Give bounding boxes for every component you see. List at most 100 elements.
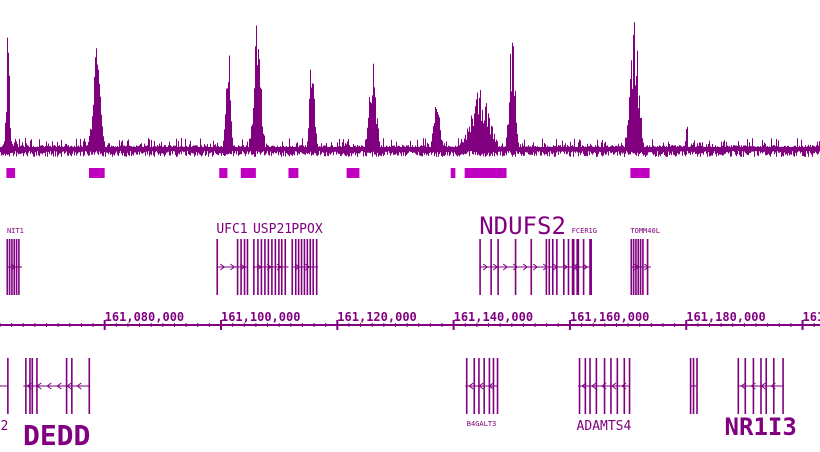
signal-track	[0, 22, 820, 157]
gene-exon	[465, 358, 468, 414]
gene-exon	[88, 358, 91, 414]
gene: NIT1	[6, 227, 24, 295]
strand-arrow-right	[502, 263, 509, 271]
gene: FCER1G	[571, 227, 597, 295]
gene-exon	[473, 358, 476, 414]
strand-arrow-left	[750, 382, 756, 390]
gene-exon	[765, 358, 768, 414]
strand-arrow-right	[512, 263, 519, 271]
gene-label: B4GALT3	[467, 420, 497, 428]
axis-tick-label: 161,160,000	[570, 310, 649, 324]
gene-exon	[257, 239, 259, 295]
gene-exon	[646, 239, 649, 295]
strand-arrow-right	[295, 263, 301, 271]
gene-exon	[696, 358, 698, 414]
strand-arrow-left	[468, 382, 474, 390]
gene-exon	[635, 239, 637, 295]
strand-arrow-left	[591, 382, 597, 390]
genes-minus-strand-track: 2 DEDD B4GALT3 ADAMTS4 NR1I3	[0, 358, 797, 452]
gene-exon	[551, 239, 554, 295]
strand-arrow-left	[621, 382, 627, 390]
called-peak	[464, 168, 507, 178]
strand-arrow-right	[266, 263, 272, 271]
strand-arrow-right	[492, 263, 499, 271]
gene-exon	[18, 239, 20, 295]
gene-exon	[737, 358, 740, 414]
strand-arrow-left	[76, 382, 82, 390]
strand-arrow-right	[532, 263, 539, 271]
gene-exon	[271, 239, 273, 295]
gene-exon	[571, 239, 574, 295]
strand-arrow-right	[644, 263, 650, 271]
gene-exon	[548, 239, 551, 295]
called-peaks-track	[6, 168, 650, 178]
gene-exon	[31, 358, 34, 414]
gene-exon	[692, 358, 695, 414]
gene-label: NIT1	[7, 227, 24, 235]
gene-exon	[639, 239, 642, 295]
gene-label: UFC1	[216, 222, 247, 237]
gene-exon	[630, 239, 633, 295]
gene: TOMM40L	[630, 227, 660, 295]
gene-label: USP21	[253, 222, 292, 237]
gene-exon	[15, 239, 18, 295]
gene-exon	[578, 358, 581, 414]
gene-exon	[29, 358, 31, 414]
gene-exon	[236, 239, 239, 295]
strand-arrow-right	[575, 263, 581, 271]
strand-arrow-right	[522, 263, 529, 271]
strand-arrow-right	[240, 263, 246, 271]
strand-arrow-right	[482, 263, 489, 271]
gene-exon	[306, 239, 309, 295]
gene-exon	[584, 358, 587, 414]
gene-label: ADAMTS4	[577, 419, 632, 434]
gene: ADAMTS4	[577, 358, 632, 434]
gene: DEDD	[23, 358, 90, 452]
gene-exon	[744, 358, 747, 414]
gene-exon	[267, 239, 270, 295]
gene-exon	[576, 239, 579, 295]
gene-exon	[483, 358, 485, 414]
gene: USP21	[252, 222, 292, 295]
gene-exon	[628, 358, 631, 414]
gene-exon	[71, 358, 73, 414]
strand-arrow-left	[66, 382, 72, 390]
gene-label: TOMM40L	[630, 227, 660, 235]
coordinate-axis: 161,080,000 161,100,000 161,120,000 161,140…	[0, 310, 820, 330]
gene-exon	[25, 358, 27, 414]
strand-arrow-right	[10, 263, 16, 271]
axis-tick-label: 161,180,000	[686, 310, 765, 324]
gene-exon	[496, 358, 499, 414]
strand-arrow-right	[276, 263, 282, 271]
called-peak	[219, 168, 228, 178]
gene-exon	[595, 358, 598, 414]
gene-label: NR1I3	[725, 413, 797, 441]
gene-exon	[642, 239, 644, 295]
strand-arrow-left	[611, 382, 617, 390]
strand-arrow-right	[634, 263, 640, 271]
called-peak	[630, 168, 650, 178]
gene-exon	[623, 358, 626, 414]
gene-exon	[291, 239, 294, 295]
gene-label: DEDD	[23, 419, 90, 452]
gene-exon	[253, 239, 255, 295]
strand-arrow-right	[552, 263, 559, 271]
gene-exon	[246, 239, 249, 295]
gene-exon	[274, 239, 277, 295]
axis-tick-label: 161,100,000	[221, 310, 300, 324]
called-peak	[6, 168, 16, 178]
strand-arrow-left	[581, 382, 587, 390]
gene-exon	[589, 358, 591, 414]
called-peak	[240, 168, 256, 178]
gene-exon	[216, 239, 219, 295]
strand-arrow-left	[601, 382, 607, 390]
gene-exon	[315, 239, 318, 295]
called-peak	[288, 168, 299, 178]
axis-tick-label: 161,140,000	[454, 310, 533, 324]
gene-exon	[492, 358, 495, 414]
gene-exon	[590, 239, 592, 295]
gene-exon	[530, 239, 533, 295]
strand-arrow-left	[770, 382, 776, 390]
strand-arrow-left	[46, 382, 52, 390]
strand-arrow-left	[760, 382, 766, 390]
